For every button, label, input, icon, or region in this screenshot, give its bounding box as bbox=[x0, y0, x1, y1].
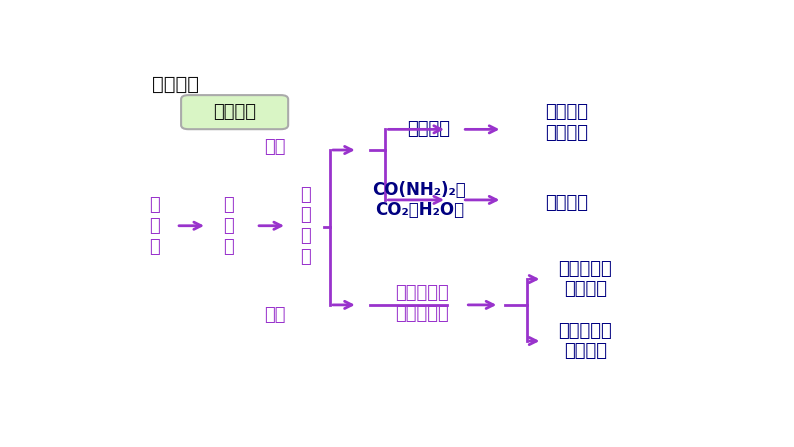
Text: 人体所需的
各种蛋白质: 人体所需的 各种蛋白质 bbox=[395, 284, 449, 323]
Text: 氧化: 氧化 bbox=[264, 138, 285, 156]
Text: 氨
基
酸: 氨 基 酸 bbox=[223, 196, 234, 256]
FancyBboxPatch shape bbox=[181, 95, 288, 129]
Text: 供人体活
动的需要: 供人体活 动的需要 bbox=[545, 103, 588, 142]
Text: 维持人体的
生长发育: 维持人体的 生长发育 bbox=[558, 260, 612, 299]
Text: CO(NH₂)₂、
CO₂、H₂O等: CO(NH₂)₂、 CO₂、H₂O等 bbox=[372, 181, 466, 219]
Text: 重组: 重组 bbox=[264, 306, 285, 324]
Text: 放出能量: 放出能量 bbox=[407, 120, 450, 139]
Text: 维持人体的
组织更新: 维持人体的 组织更新 bbox=[558, 322, 612, 360]
Text: 生理作用: 生理作用 bbox=[213, 103, 256, 121]
Text: 进
入
血
液: 进 入 血 液 bbox=[300, 186, 310, 266]
Text: 蛋
白
质: 蛋 白 质 bbox=[149, 196, 160, 256]
Text: 排出体外: 排出体外 bbox=[545, 194, 588, 212]
Text: 新课学习: 新课学习 bbox=[152, 75, 198, 94]
